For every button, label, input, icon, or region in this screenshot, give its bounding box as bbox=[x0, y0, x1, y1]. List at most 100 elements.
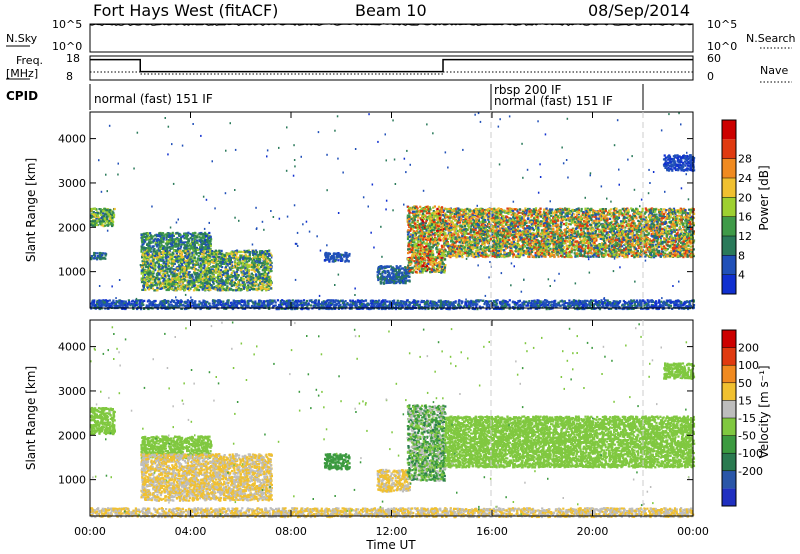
range-cell bbox=[213, 256, 215, 258]
range-cell bbox=[177, 267, 179, 269]
range-cell bbox=[173, 268, 175, 270]
range-cell bbox=[267, 257, 269, 259]
range-cell bbox=[164, 252, 166, 254]
range-cell bbox=[215, 272, 217, 274]
range-cell bbox=[402, 274, 404, 276]
range-cell bbox=[164, 286, 166, 288]
range-cell bbox=[217, 256, 219, 258]
range-cell bbox=[156, 258, 158, 260]
range-cell bbox=[99, 258, 101, 260]
range-cell bbox=[157, 256, 159, 258]
range-cell bbox=[152, 285, 154, 287]
range-cell bbox=[257, 255, 259, 257]
range-cell bbox=[96, 257, 98, 259]
range-cell bbox=[173, 275, 175, 277]
range-cell bbox=[183, 286, 185, 288]
cpid-mode-label: normal (fast) 151 IF bbox=[94, 92, 213, 106]
range-cell bbox=[101, 254, 103, 256]
range-cell bbox=[152, 271, 154, 273]
range-cell bbox=[208, 255, 210, 257]
range-cell bbox=[378, 266, 380, 268]
range-cell bbox=[191, 275, 193, 277]
range-cell bbox=[141, 270, 143, 272]
range-cell bbox=[145, 280, 147, 282]
range-cell bbox=[158, 235, 160, 237]
range-cell bbox=[106, 215, 108, 217]
range-cell bbox=[242, 262, 244, 264]
range-cell bbox=[152, 288, 154, 290]
range-cell bbox=[181, 263, 183, 265]
range-cell bbox=[190, 243, 192, 245]
range-cell bbox=[154, 280, 156, 282]
range-cell bbox=[174, 287, 176, 289]
range-cell bbox=[240, 277, 242, 279]
range-cell bbox=[191, 252, 193, 254]
range-cell bbox=[269, 264, 271, 266]
range-cell bbox=[236, 267, 238, 269]
range-cell bbox=[171, 265, 173, 267]
range-cell bbox=[197, 249, 199, 251]
range-cell bbox=[225, 257, 227, 259]
range-cell bbox=[184, 279, 186, 281]
range-cell bbox=[178, 276, 180, 278]
range-cell bbox=[401, 276, 403, 278]
range-cell bbox=[100, 208, 102, 210]
range-cell bbox=[145, 254, 147, 256]
range-cell bbox=[203, 267, 205, 269]
range-cell bbox=[262, 277, 264, 279]
range-cell bbox=[156, 240, 158, 242]
range-cell bbox=[97, 255, 99, 257]
range-cell bbox=[163, 278, 165, 280]
nsky-label: N.Sky bbox=[6, 32, 38, 45]
range-cell bbox=[188, 265, 190, 267]
range-cell bbox=[249, 254, 251, 256]
range-cell bbox=[345, 260, 347, 262]
range-cell bbox=[236, 258, 238, 260]
range-cell bbox=[198, 255, 200, 257]
range-cell bbox=[193, 268, 195, 270]
range-cell bbox=[238, 262, 240, 264]
range-cell bbox=[151, 245, 153, 247]
range-cell bbox=[189, 233, 191, 235]
range-cell bbox=[263, 261, 265, 263]
range-cell bbox=[186, 260, 188, 262]
range-cell bbox=[102, 210, 104, 212]
range-cell bbox=[111, 219, 113, 221]
range-cell bbox=[150, 282, 152, 284]
range-cell bbox=[207, 258, 209, 260]
range-cell bbox=[251, 273, 253, 275]
range-cell bbox=[159, 256, 161, 258]
range-cell bbox=[217, 266, 219, 268]
range-cell bbox=[396, 272, 398, 274]
range-cell bbox=[377, 276, 379, 278]
range-cell bbox=[94, 208, 96, 210]
range-cell bbox=[91, 216, 93, 218]
range-cell bbox=[92, 225, 94, 227]
range-cell bbox=[146, 244, 148, 246]
range-cell bbox=[179, 241, 181, 243]
range-cell bbox=[200, 237, 202, 239]
range-cell bbox=[260, 286, 262, 288]
range-cell bbox=[158, 232, 160, 234]
range-cell bbox=[157, 281, 159, 283]
range-cell bbox=[144, 272, 146, 274]
range-cell bbox=[208, 237, 210, 239]
range-cell bbox=[205, 256, 207, 258]
range-cell bbox=[93, 257, 95, 259]
range-cell bbox=[384, 266, 386, 268]
range-cell bbox=[340, 256, 342, 258]
range-cell bbox=[144, 288, 146, 290]
range-cell bbox=[254, 271, 256, 273]
range-cell bbox=[266, 261, 268, 263]
range-cell bbox=[191, 257, 193, 259]
range-cell bbox=[175, 258, 177, 260]
cpid-label: CPID bbox=[6, 89, 38, 103]
range-cell bbox=[142, 277, 144, 279]
range-cell bbox=[181, 271, 183, 273]
range-cell bbox=[218, 250, 220, 252]
range-cell bbox=[398, 269, 400, 271]
range-cell bbox=[110, 222, 112, 224]
range-cell bbox=[247, 284, 249, 286]
range-cell bbox=[176, 232, 178, 234]
range-cell bbox=[255, 274, 257, 276]
